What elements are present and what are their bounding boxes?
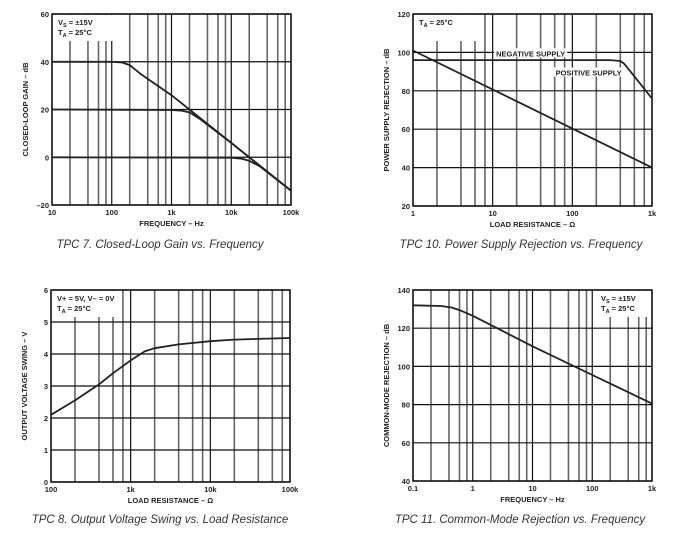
x-tick-label: 1k [648, 484, 657, 493]
y-tick-label: 5 [44, 318, 48, 327]
y-tick-label: –20 [36, 201, 49, 210]
x-axis-label: FREQUENCY – Hz [500, 495, 565, 504]
x-tick-label: 1 [411, 209, 415, 218]
y-tick-label: 120 [397, 10, 410, 19]
annotation-box [52, 291, 122, 317]
y-tick-label: 60 [402, 125, 410, 134]
x-tick-label: 1k [126, 485, 135, 494]
y-tick-label: 4 [44, 350, 49, 359]
y-tick-label: 3 [44, 382, 48, 391]
y-tick-label: 6 [44, 286, 48, 295]
chart-caption: TPC 8. Output Voltage Swing vs. Load Res… [32, 514, 289, 526]
plot-frame [412, 13, 653, 207]
y-tick-label: 40 [402, 164, 410, 173]
annotation: VS = ±15V [601, 294, 636, 305]
series-label-bg [552, 67, 626, 77]
series-label: NEGATIVE SUPPLY [496, 49, 565, 58]
series-line [51, 108, 292, 192]
series-label: POSITIVE SUPPLY [556, 69, 622, 78]
y-axis-label: OUTPUT VOLTAGE SWING – V [20, 332, 29, 441]
x-tick-label: 100 [566, 209, 579, 218]
y-tick-label: 120 [397, 324, 410, 333]
annotation: VS = ±15V [58, 18, 93, 29]
series-line [50, 337, 291, 416]
chart-tpc10: 1 10 100 1k 20 40 60 80 100 120 TA = 25°C NEGATIVE … [382, 10, 657, 251]
x-axis-label: FREQUENCY – Hz [139, 219, 204, 228]
x-tick-label: 10k [225, 208, 238, 217]
plot-frame [412, 289, 653, 482]
x-tick-label: 100k [282, 485, 300, 494]
annotation: TA = 25°C [57, 304, 91, 315]
series-line [413, 59, 653, 100]
x-tick-label: 100k [283, 208, 301, 217]
x-axis-label: LOAD RESISTANCE – Ω [128, 496, 213, 505]
y-tick-label: 2 [44, 414, 48, 423]
y-tick-label: 80 [402, 401, 410, 410]
y-axis-label: POWER SUPPLY REJECTION – dB [382, 48, 391, 172]
annotation: TA = 25°C [419, 18, 453, 29]
x-tick-label: 10 [48, 208, 56, 217]
y-tick-label: 100 [397, 362, 410, 371]
annotation: V+ = 5V, V– = 0V [57, 294, 114, 303]
x-tick-label: 1k [167, 208, 176, 217]
y-axis-label: COMMON-MODE REJECTION – dB [382, 323, 391, 447]
y-tick-label: 80 [402, 87, 410, 96]
x-tick-label: 10 [488, 209, 496, 218]
y-tick-label: 0 [45, 153, 49, 162]
chart-caption: TPC 11. Common-Mode Rejection vs. Freque… [395, 514, 647, 526]
x-tick-label: 100 [586, 484, 599, 493]
chart-caption: TPC 10. Power Supply Rejection vs. Frequ… [400, 239, 644, 251]
x-tick-label: 10k [204, 485, 217, 494]
plot-frame [50, 289, 291, 483]
x-tick-label: 1k [648, 209, 657, 218]
y-tick-label: 100 [397, 48, 410, 57]
series-line [412, 49, 653, 169]
y-tick-label: 0 [44, 478, 48, 487]
y-tick-label: 140 [397, 286, 410, 295]
annotation: TA = 25°C [58, 28, 92, 39]
y-tick-label: 20 [41, 106, 49, 115]
series-line [412, 304, 653, 405]
y-tick-label: 1 [44, 446, 48, 455]
chart-caption: TPC 7. Closed-Loop Gain vs. Frequency [56, 239, 264, 251]
x-tick-label: 100 [45, 485, 58, 494]
x-tick-label: 1 [471, 484, 475, 493]
y-tick-label: 60 [41, 10, 49, 19]
x-axis-label: LOAD RESISTANCE – Ω [490, 220, 575, 229]
annotation-box [53, 15, 123, 41]
y-axis-label: CLOSED-LOOP GAIN – dB [21, 62, 30, 157]
y-tick-label: 40 [402, 477, 410, 486]
x-tick-label: 10 [528, 484, 536, 493]
annotation-box [414, 15, 484, 41]
series-line [51, 156, 292, 192]
y-tick-label: 20 [402, 202, 410, 211]
y-tick-label: 60 [402, 439, 410, 448]
x-tick-label: 100 [105, 208, 118, 217]
annotation: TA = 25°C [601, 304, 635, 315]
y-tick-label: 40 [41, 58, 49, 67]
series-label-bg [494, 48, 568, 58]
annotation-box [596, 291, 651, 317]
x-tick-label: 0.1 [408, 484, 418, 493]
